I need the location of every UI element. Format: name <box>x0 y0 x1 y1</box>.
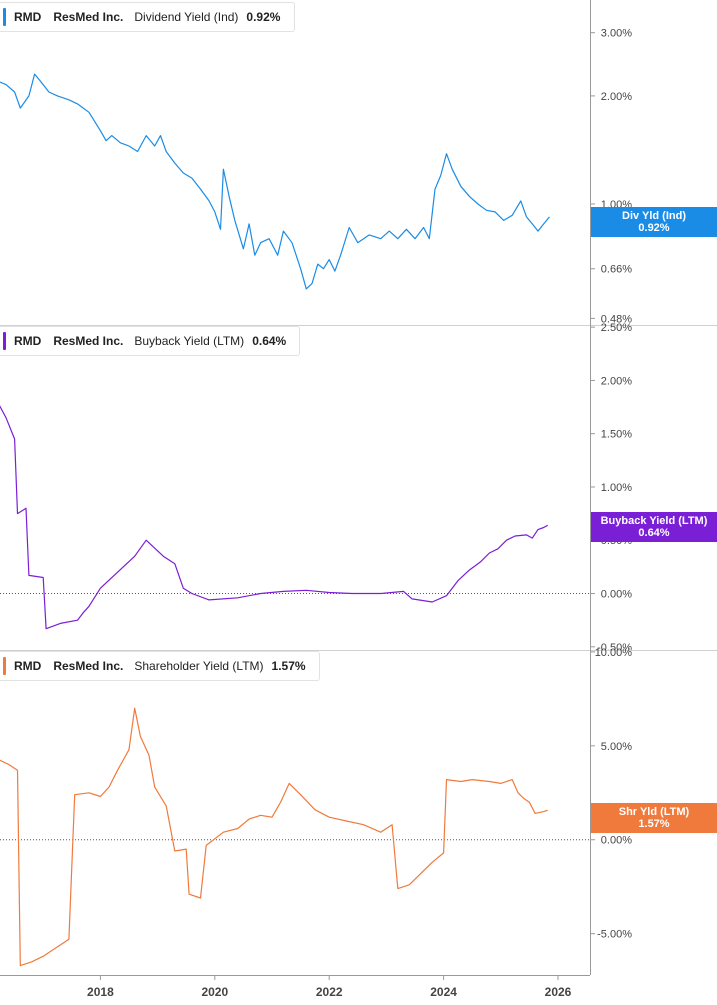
legend-swatch-dividend <box>3 8 6 26</box>
legend-metric: Shareholder Yield (LTM) <box>134 659 264 673</box>
legend-swatch-shareholder <box>3 657 6 675</box>
legend-company: ResMed Inc. <box>53 659 124 673</box>
legend-metric: Dividend Yield (Ind) <box>134 10 239 24</box>
x-tick-label: 2024 <box>430 985 457 999</box>
legend-shareholder: RMD ResMed Inc. Shareholder Yield (LTM) … <box>0 651 320 681</box>
legend-ticker: RMD <box>14 659 42 673</box>
tag-value: 0.92% <box>638 222 670 234</box>
tag-shareholder: Shr Yld (LTM) 1.57% <box>591 803 717 833</box>
legend-dividend: RMD ResMed Inc. Dividend Yield (Ind) 0.9… <box>0 2 295 32</box>
y-tick-label: 1.00% <box>601 482 632 494</box>
tag-label: Buyback Yield (LTM) <box>600 515 708 527</box>
x-tick-label: 2026 <box>545 985 572 999</box>
legend-company: ResMed Inc. <box>53 10 124 24</box>
tag-label: Div Yld (Ind) <box>622 210 686 222</box>
tag-value: 0.64% <box>638 527 670 539</box>
legend-metric: Buyback Yield (LTM) <box>134 334 245 348</box>
series-line-shareholder <box>0 707 548 967</box>
y-tick-label: 2.50% <box>601 322 632 334</box>
legend-value: 1.57% <box>271 659 306 673</box>
series-line-buyback <box>0 405 548 630</box>
y-tick-label: 5.00% <box>601 741 632 753</box>
legend-ticker: RMD <box>14 334 42 348</box>
y-tick-label: 2.00% <box>601 91 632 103</box>
series-line-dividend <box>0 73 550 290</box>
y-tick-label: 1.50% <box>601 429 632 441</box>
x-tick-label: 2022 <box>316 985 343 999</box>
y-tick-label: 10.00% <box>595 647 633 659</box>
x-tick-label: 2020 <box>201 985 228 999</box>
y-tick-label: 0.48% <box>601 313 632 325</box>
y-tick-label: -5.00% <box>597 929 632 941</box>
y-tick-label: 0.00% <box>601 589 632 601</box>
legend-swatch-buyback <box>3 332 6 350</box>
legend-ticker: RMD <box>14 10 42 24</box>
legend-buyback: RMD ResMed Inc. Buyback Yield (LTM) 0.64… <box>0 326 300 356</box>
y-tick-label: 2.00% <box>601 375 632 387</box>
y-tick-label: 0.66% <box>601 264 632 276</box>
y-tick-label: 3.00% <box>601 28 632 40</box>
tag-dividend: Div Yld (Ind) 0.92% <box>591 207 717 237</box>
y-tick-label: 0.00% <box>601 835 632 847</box>
tag-value: 1.57% <box>638 818 670 830</box>
tag-label: Shr Yld (LTM) <box>618 806 690 818</box>
legend-value: 0.64% <box>252 334 287 348</box>
legend-value: 0.92% <box>246 10 281 24</box>
x-tick-label: 2018 <box>87 985 114 999</box>
tag-buyback: Buyback Yield (LTM) 0.64% <box>591 512 717 542</box>
legend-company: ResMed Inc. <box>53 334 124 348</box>
